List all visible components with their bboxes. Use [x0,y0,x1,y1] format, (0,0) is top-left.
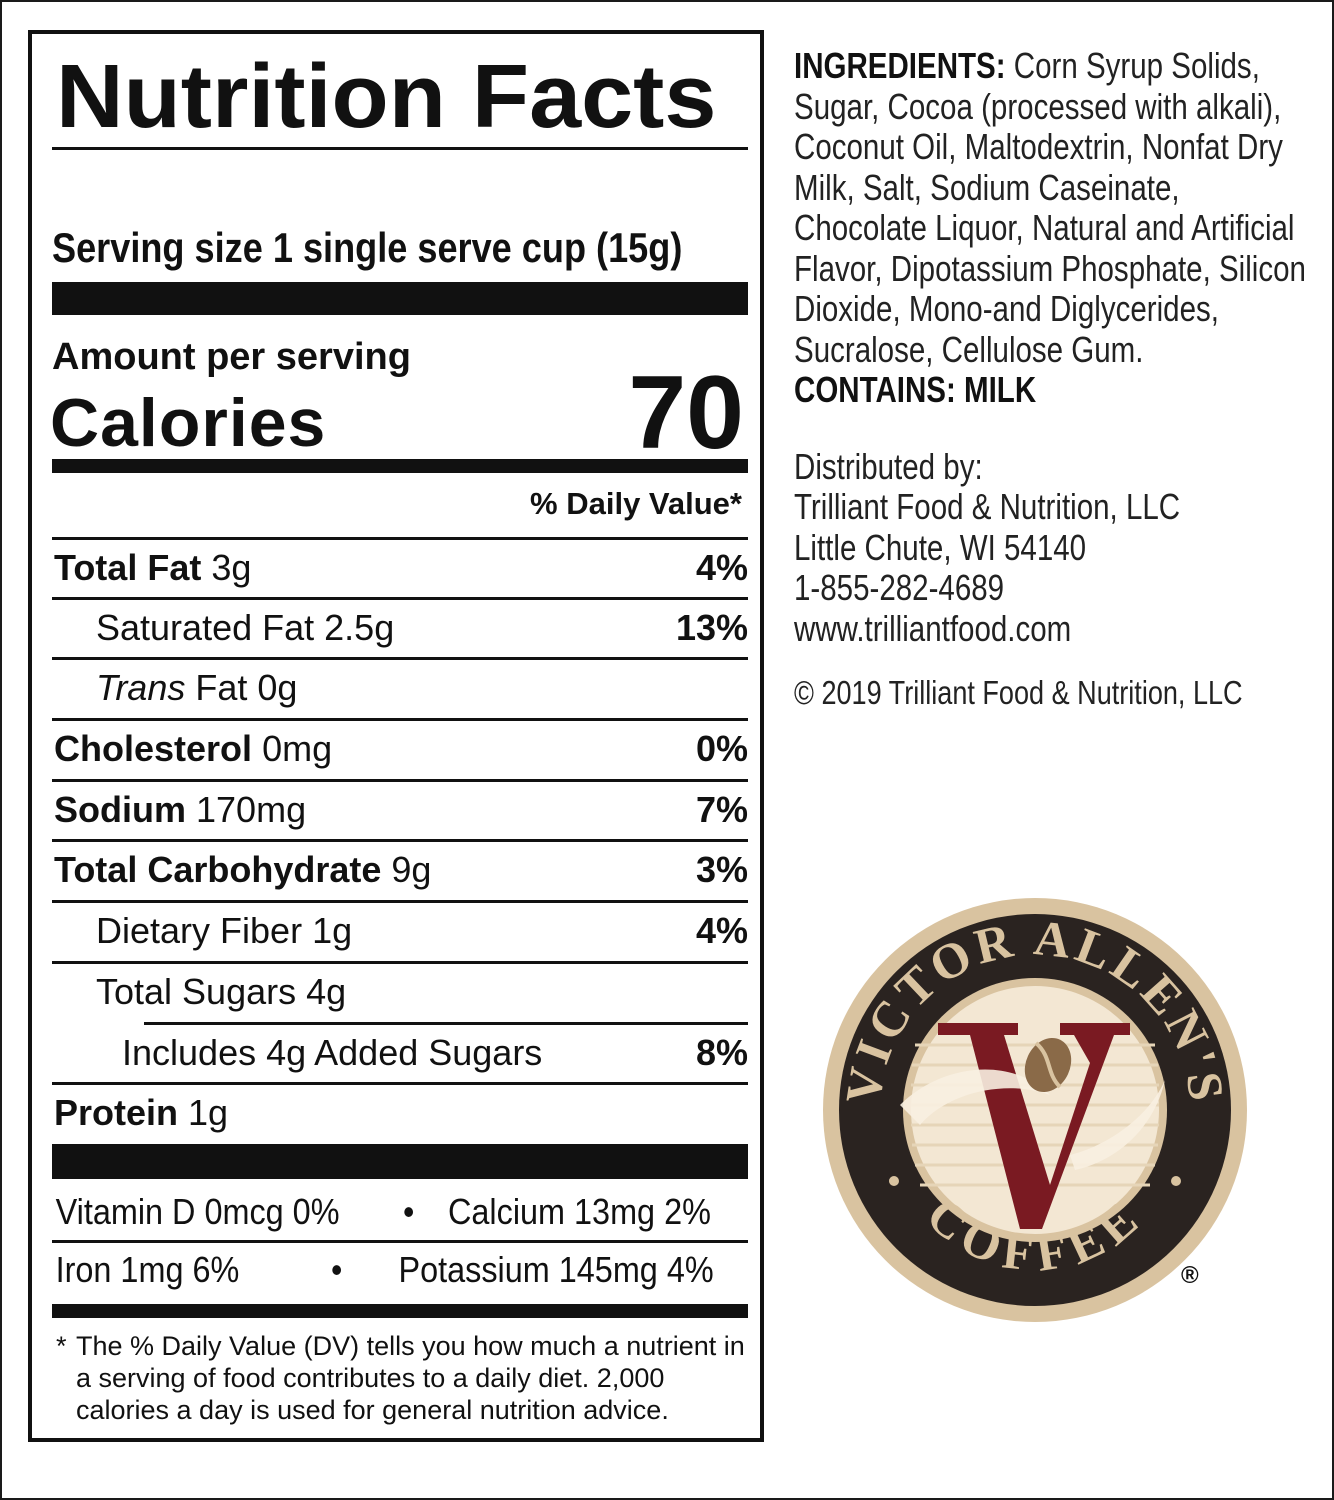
nutrient-daily-value: 7% [695,789,748,830]
nutrient-row-total-fat: Total Fat 3g 4% [52,537,748,597]
ingredients-list: INGREDIENTS: Corn Syrup Solids, Sugar, C… [794,45,1306,370]
nutrient-label: Dietary Fiber 1g [96,910,353,951]
distributor-name: Trilliant Food & Nutrition, LLC [794,486,1181,527]
nutrient-daily-value: 3% [695,849,748,890]
nutrient-label: Protein 1g [54,1092,229,1133]
nutrition-facts-title: Nutrition Facts [56,47,717,147]
calories-label: Calories [50,385,327,461]
divider-medium [52,1304,748,1318]
divider-thin [52,1240,748,1243]
distributor-label: Distributed by: [794,445,983,487]
nutrient-row-trans-fat: Trans Fat 0g [52,657,748,717]
nutrient-daily-value: 4% [695,910,748,951]
vitamin-row-1: Vitamin D 0mcg 0% • Calcium 13mg 2% [52,1184,711,1242]
nutrient-row-dietary-fiber: Dietary Fiber 1g 4% [52,900,748,960]
nutrient-label: Saturated Fat 2.5g [96,607,395,648]
calcium: Calcium 13mg 2% [448,1191,711,1232]
nutrient-label: Includes 4g Added Sugars [122,1032,543,1073]
distributor-phone: 1-855-282-4689 [794,567,1005,608]
distributor-website[interactable]: www.trilliantfood.com [794,607,1072,649]
bullet: • [331,1249,343,1290]
vitamin-row-2: Iron 1mg 6% • Potassium 145mg 4% [52,1242,714,1300]
nutrition-facts-panel: Nutrition Facts Serving size 1 single se… [28,30,764,1442]
copyright: © 2019 Trilliant Food & Nutrition, LLC [794,674,1243,711]
vitamin-d: Vitamin D 0mcg 0% [55,1191,340,1232]
nutrient-label: Total Sugars 4g [96,971,347,1012]
potassium: Potassium 145mg 4% [398,1249,714,1290]
nutrient-daily-value: 13% [675,607,748,648]
divider-thick [52,1144,748,1179]
amount-per-serving: Amount per serving [52,336,411,378]
nutrient-label: Trans Fat 0g [96,667,298,708]
nutrient-daily-value: 0% [695,728,748,769]
nutrient-label: Sodium 170mg [54,789,307,830]
iron: Iron 1mg 6% [55,1249,240,1290]
nutrient-row-cholesterol: Cholesterol 0mg 0% [52,718,748,778]
divider-medium [52,459,748,473]
nutrient-row-protein: Protein 1g [52,1082,748,1142]
footnote-text: The % Daily Value (DV) tells you how muc… [76,1331,745,1425]
daily-value-header: % Daily Value* [530,486,742,521]
serving-size: Serving size 1 single serve cup (15g) [52,224,683,271]
allergen-statement: CONTAINS: MILK [794,369,1037,410]
nutrient-row-sodium: Sodium 170mg 7% [52,779,748,839]
nutrient-daily-value: 4% [695,547,748,588]
nutrient-row-saturated-fat: Saturated Fat 2.5g 13% [52,597,748,657]
nutrient-label: Cholesterol 0mg [54,728,333,769]
victor-allens-logo: VICTOR ALLEN'S COFFEE [823,898,1247,1322]
distributor-city: Little Chute, WI 54140 [794,526,1087,568]
nutrient-label: Total Carbohydrate 9g [54,849,432,890]
nutrient-row-total-sugars: Total Sugars 4g [52,961,748,1021]
calories-value: 70 [628,355,744,471]
divider-thin [52,147,748,150]
nutrient-label: Total Fat 3g [54,547,252,588]
ingredients-column: INGREDIENTS: Corn Syrup Solids, Sugar, C… [794,45,1311,714]
nutrient-daily-value: 8% [695,1032,748,1073]
registered-mark: ® [1181,1262,1199,1289]
bullet: • [403,1191,415,1232]
divider-thick [52,282,748,315]
nutrient-row-total-carbohydrate: Total Carbohydrate 9g 3% [52,839,748,899]
nutrient-row-added-sugars: Includes 4g Added Sugars 8% [122,1022,748,1082]
footnote-star: * [56,1331,67,1361]
